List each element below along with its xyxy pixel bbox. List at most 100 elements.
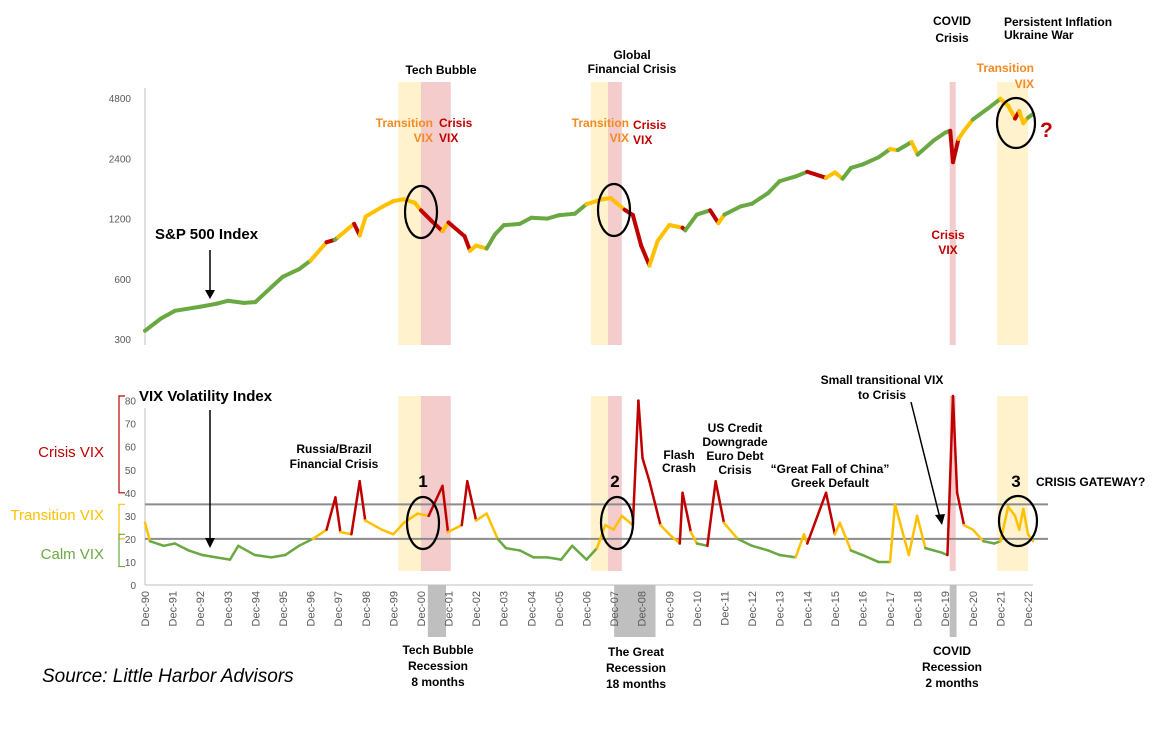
arrow-small-transitional: [910, 401, 941, 519]
zone-bracket-0: [118, 395, 125, 494]
vix-segment-76: [946, 394, 955, 557]
vix-zone-brackets: Crisis VIX Transition VIX Calm VIX: [10, 395, 125, 568]
vix-segment-6: [201, 553, 218, 559]
vix-segment-48: [659, 523, 671, 536]
vix-segment-4: [173, 542, 190, 552]
xtick-10: Dec-00: [416, 591, 428, 626]
xtick-26: Dec-16: [857, 591, 869, 626]
vix-segment-73: [915, 514, 927, 550]
vix-ytick-6: 60: [125, 443, 137, 454]
sp500-segment-11: [296, 258, 313, 272]
xtick-28: Dec-18: [913, 591, 925, 626]
xtick-19: Dec-09: [664, 591, 676, 626]
circle-top-3: [995, 96, 1037, 150]
zone-bracket-1: [118, 503, 125, 540]
sp500-segment-63: [848, 162, 865, 170]
vix-segment-18: [350, 480, 361, 536]
sp500-segment-17: [357, 214, 368, 238]
xtick-5: Dec-95: [278, 591, 290, 626]
transition-band-bottom-2: [997, 396, 1029, 571]
label-rec3-1: COVID: [933, 644, 971, 658]
number-1: 1: [418, 472, 427, 491]
xtick-29: Dec-19: [940, 591, 952, 626]
vix-segment-28: [460, 480, 469, 527]
vix-segment-2: [148, 539, 166, 548]
label-covid-2: Crisis: [935, 31, 969, 45]
xtick-6: Dec-96: [306, 591, 318, 626]
label-crisis-1a: Crisis: [439, 116, 473, 130]
sp500-segment-55: [750, 191, 771, 206]
sp500-ytick-3: 2400: [109, 154, 132, 165]
label-crisis-gateway: CRISIS GATEWAY?: [1036, 475, 1145, 489]
vix-ytick-4: 40: [125, 489, 137, 500]
sp500-segment-41: [612, 199, 627, 212]
xtick-30: Dec-20: [968, 591, 980, 626]
label-uscredit-3: Euro Debt: [706, 449, 763, 463]
vix-axis: 0 10 20 30 40 50 60 70 80: [125, 397, 1033, 592]
sp500-segment-53: [722, 204, 743, 217]
sp500-segment-70: [931, 130, 948, 143]
label-crisis-2b: VIX: [633, 133, 652, 147]
vix-ytick-3: 30: [125, 512, 137, 523]
xtick-16: Dec-06: [582, 591, 594, 626]
label-uscredit-1: US Credit: [708, 421, 763, 435]
vix-segment-80: [971, 528, 985, 543]
sp500-ytick-0: 300: [114, 335, 131, 346]
sp500-segment-68: [909, 139, 920, 157]
vix-segment-15: [325, 496, 337, 531]
vix-segment-60: [778, 553, 797, 559]
vix-ytick-7: 70: [125, 420, 137, 431]
vix-segment-38: [570, 544, 588, 561]
xtick-4: Dec-94: [250, 591, 262, 626]
vix-segment-29: [466, 480, 478, 522]
zone-bracket-2: [118, 533, 125, 568]
sp500-segment-56: [766, 179, 782, 196]
arrow-sp500-head: [205, 290, 215, 299]
vix-ytick-0: 0: [130, 581, 136, 592]
number-3: 3: [1011, 472, 1020, 491]
vix-segment-53: [695, 542, 709, 548]
vix-segment-31: [485, 512, 499, 541]
question-mark: ?: [1040, 119, 1053, 142]
vix-segment-50: [678, 491, 684, 545]
sp500-segment-69: [915, 138, 936, 157]
sp500-segment-59: [805, 169, 829, 180]
vix-segment-86: [1017, 507, 1025, 531]
crisis-band-top-1: [608, 82, 622, 345]
vix-segment-65: [833, 521, 842, 536]
xtick-22: Dec-12: [747, 591, 759, 626]
sp500-segment-75: [962, 117, 975, 133]
transition-band-bottom-0: [398, 396, 421, 571]
vix-segment-47: [648, 480, 662, 527]
circle-bottom-1: [405, 495, 441, 551]
vix-segment-5: [187, 549, 204, 557]
label-vix: VIX Volatility Index: [139, 388, 273, 405]
vix-segment-14: [311, 528, 328, 541]
vix-segment-72: [907, 514, 919, 557]
vix-segment-26: [441, 484, 450, 534]
sp500-segment-49: [683, 212, 699, 233]
sp500-segment-3: [172, 304, 203, 313]
x-axis: Dec-90 Dec-91 Dec-92 Dec-93 Dec-94 Dec-95 Dec-…: [140, 591, 1035, 626]
vix-segment-78: [955, 491, 966, 527]
vix-segment-33: [504, 546, 521, 552]
vix-segment-22: [392, 521, 406, 536]
vix-segment-12: [283, 544, 301, 557]
label-russia-2: Financial Crisis: [290, 457, 379, 471]
xtick-31: Dec-21: [995, 591, 1007, 626]
crisis-band-top-2: [949, 82, 956, 345]
xtick-18: Dec-08: [637, 591, 649, 626]
xtick-21: Dec-11: [719, 591, 731, 626]
label-inflation-1: Persistent Inflation: [1004, 15, 1112, 29]
sp500-segment-46: [655, 222, 672, 243]
vix-segment-37: [559, 544, 574, 561]
vix-segment-66: [838, 521, 853, 552]
sp500-segment-27: [462, 234, 473, 253]
xtick-11: Dec-01: [444, 591, 456, 626]
vix-segment-57: [736, 537, 754, 548]
xtick-15: Dec-05: [554, 591, 566, 626]
label-crisis-1b: VIX: [439, 131, 458, 145]
sp500-axis: 300 600 1200 2400 4800: [109, 88, 146, 346]
vix-segment-67: [849, 549, 864, 557]
sp500-segment-4: [198, 301, 219, 309]
